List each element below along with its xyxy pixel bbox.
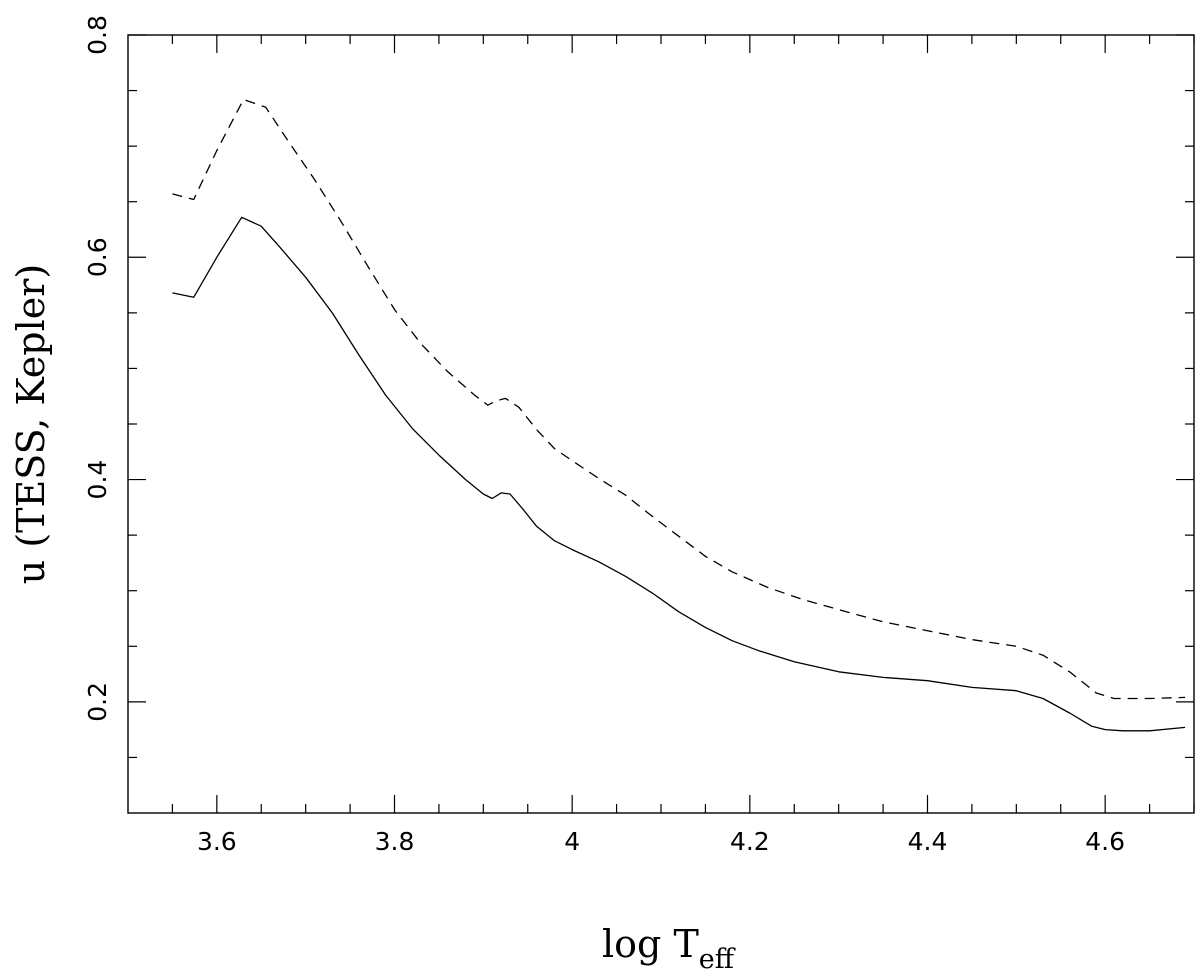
y-tick-label: 0.8 — [83, 15, 112, 55]
x-axis-title-subscript: eff — [699, 944, 736, 969]
x-tick-label: 4.2 — [730, 827, 770, 856]
y-tick-label: 0.6 — [83, 237, 112, 277]
plot-frame — [127, 34, 1195, 814]
x-tick-label: 4.6 — [1085, 827, 1125, 856]
x-axis-title-main: log T — [602, 922, 699, 966]
x-axis-title: log Teff — [602, 922, 736, 969]
x-tick-label: 3.6 — [197, 827, 237, 856]
tick-labels: 3.6 3.8 4 4.2 4.4 4.6 0.2 0.4 0.6 0.8 — [83, 15, 1125, 856]
y-tick-label: 0.2 — [83, 682, 112, 722]
x-tick-label: 4.4 — [908, 827, 948, 856]
solid-series-line — [172, 216, 1186, 732]
dashed-series-line — [172, 98, 1186, 700]
x-tick-label: 4 — [564, 827, 580, 856]
y-axis-title: u (TESS, Kepler) — [9, 264, 53, 584]
y-tick-label: 0.4 — [83, 460, 112, 500]
series-lines — [172, 98, 1186, 732]
x-tick-label: 3.8 — [375, 827, 415, 856]
